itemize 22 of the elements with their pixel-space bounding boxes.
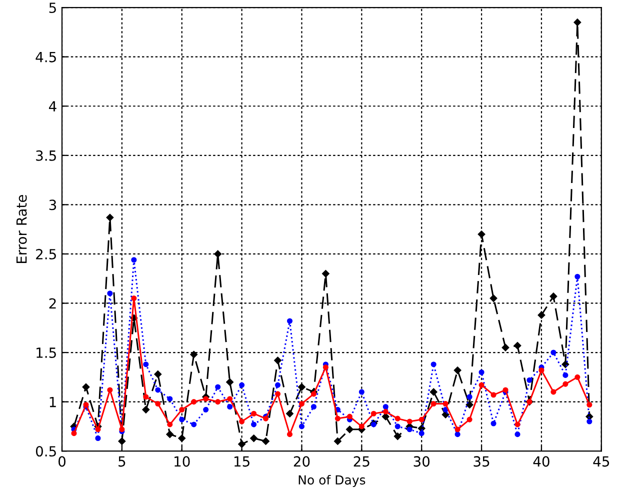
y-tick-label: 2.5 [36,248,56,260]
y-tick-label: 1.5 [36,348,56,358]
y-tick-label: 0.5 [36,446,56,457]
y-tick-label: 5 [49,2,56,14]
y-tick-label: 2 [49,298,56,309]
y-tick-label: 4.5 [36,52,56,62]
x-tick-label: 0 [58,456,66,467]
y-tick-label: 3 [49,200,56,210]
x-tick-label: 45 [593,456,610,467]
x-tick-label: 15 [234,456,250,467]
x-tick-label: 25 [354,456,370,467]
y-tick-label: 3.5 [36,150,56,161]
y-tick-label: 4 [48,101,56,112]
x-tick-label: 35 [474,456,490,467]
y-tick-label: 1 [50,396,56,408]
y-axis-title: Error Rate [16,195,27,264]
x-tick-label: 30 [414,456,430,467]
x-tick-label: 20 [294,456,310,467]
x-tick-label: 5 [118,456,126,467]
x-axis-title: No of Days [298,474,366,488]
x-tick-label: 10 [174,456,190,467]
x-tick-label: 40 [533,456,550,467]
